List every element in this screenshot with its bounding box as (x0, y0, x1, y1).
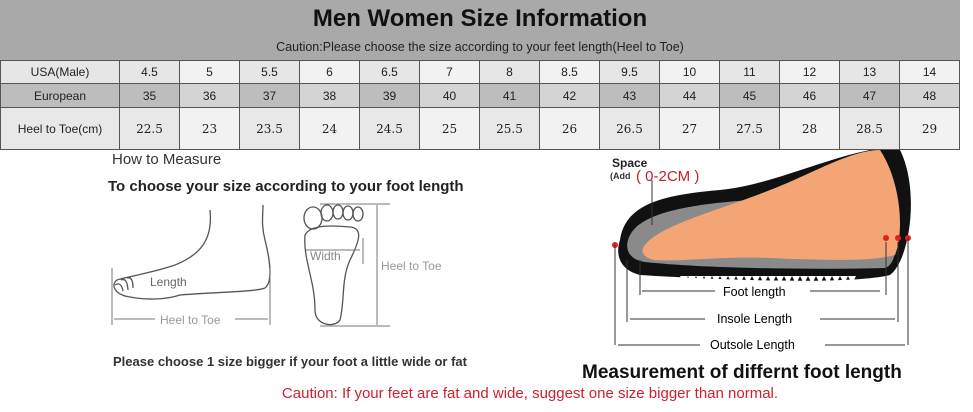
table-cell: 24 (299, 107, 360, 150)
table-cell: 7 (419, 60, 480, 84)
table-cell: 6 (299, 60, 360, 84)
outsole-treads (680, 276, 856, 284)
table-cell: 28 (779, 107, 840, 150)
table-cell: 23 (179, 107, 240, 150)
table-cell: 5.5 (239, 60, 300, 84)
how-to-subheading: To choose your size according to your fo… (108, 178, 464, 195)
table-cell: 13 (839, 60, 900, 84)
side-length-label: Length (150, 275, 187, 289)
shoe-diagram-caption: Measurement of differnt foot length (582, 362, 902, 383)
table-cell: 11 (719, 60, 780, 84)
caution-note: Caution: If your feet are fat and wide, … (281, 385, 779, 402)
table-cell: 27.5 (719, 107, 780, 150)
table-cell: 26 (539, 107, 600, 150)
foot-length-label: Foot length (723, 285, 786, 299)
table-cell: 6.5 (359, 60, 420, 84)
table-cell: 43 (599, 83, 660, 108)
table-cell: 12 (779, 60, 840, 84)
table-cell: 22.5 (119, 107, 180, 150)
page-subtitle: Caution:Please choose the size according… (276, 40, 684, 54)
size-table: USA(Male) 4.5 5 5.5 6 6.5 7 8 8.5 9.5 10 11 12 13 14 Eu… (0, 60, 960, 150)
space-label: Space (612, 156, 648, 170)
insole-length-label: Insole Length (717, 312, 792, 326)
table-cell: 23.5 (239, 107, 300, 150)
table-cell: 4.5 (119, 60, 180, 84)
table-cell: 39 (359, 83, 420, 108)
table-row: European 35 36 37 38 39 40 41 42 43 44 45 46 47 48 (0, 83, 960, 108)
table-cell: 8.5 (539, 60, 600, 84)
table-cell: 28.5 (839, 107, 900, 150)
table-row: USA(Male) 4.5 5 5.5 6 6.5 7 8 8.5 9.5 10 11 12 13 14 (0, 60, 960, 84)
table-cell: 5 (179, 60, 240, 84)
table-cell: 47 (839, 83, 900, 108)
size-header: Men Women Size Information Caution:Pleas… (0, 0, 960, 60)
foot-measure-illustration: Length Heel to Toe Width Heel to Toe (111, 203, 442, 327)
page-title: Men Women Size Information (312, 5, 648, 32)
side-foot-drawing (113, 204, 271, 300)
table-cell: 24.5 (359, 107, 420, 150)
table-cell: 44 (659, 83, 720, 108)
table-cell: 29 (899, 107, 960, 150)
table-cell: 8 (479, 60, 540, 84)
foot (642, 150, 900, 261)
how-to-heading: How to Measure (112, 151, 222, 168)
sole-heel-to-toe-label: Heel to Toe (381, 259, 442, 273)
table-cell: 38 (299, 83, 360, 108)
outsole-length-label: Outsole Length (710, 338, 795, 352)
row-label: USA(Male) (0, 60, 120, 84)
row-label: Heel to Toe(cm) (0, 107, 120, 150)
table-cell: 42 (539, 83, 600, 108)
side-heel-to-toe-label: Heel to Toe (160, 313, 221, 327)
table-cell: 27 (659, 107, 720, 150)
table-cell: 10 (659, 60, 720, 84)
table-cell: 37 (239, 83, 300, 108)
table-cell: 9.5 (599, 60, 660, 84)
table-cell: 40 (419, 83, 480, 108)
row-label: European (0, 83, 120, 108)
table-cell: 25.5 (479, 107, 540, 150)
shoe-diagram: Foot length Insole Length Outsole Length… (610, 150, 911, 353)
table-cell: 45 (719, 83, 780, 108)
table-cell: 36 (179, 83, 240, 108)
table-cell: 35 (119, 83, 180, 108)
table-cell: 48 (899, 83, 960, 108)
size-note: Please choose 1 size bigger if your foot… (113, 354, 467, 369)
table-cell: 14 (899, 60, 960, 84)
table-cell: 26.5 (599, 107, 660, 150)
table-cell: 25 (419, 107, 480, 150)
table-row: Heel to Toe(cm) 22.5 23 23.5 24 24.5 25 25.5 26 2… (0, 107, 960, 150)
add-label: (Add (610, 171, 631, 181)
add-value: ( 0-2CM ) (636, 168, 699, 185)
sole-width-label: Width (310, 249, 341, 263)
table-cell: 41 (479, 83, 540, 108)
table-cell: 46 (779, 83, 840, 108)
sole-foot-drawing (303, 204, 364, 326)
